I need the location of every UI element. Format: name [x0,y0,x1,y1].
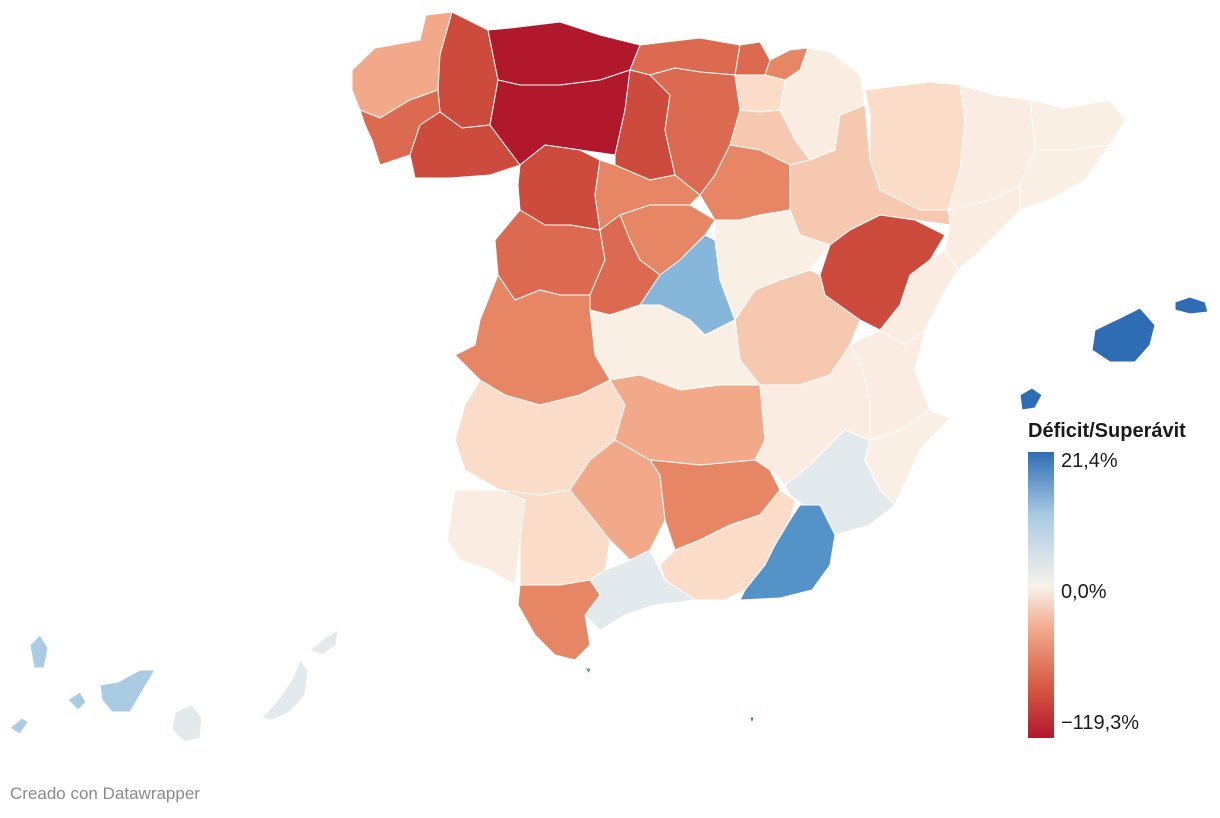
region-melilla[interactable] [749,716,755,725]
region-ibiza[interactable] [1019,387,1043,411]
region-lanzarote[interactable] [309,629,339,656]
region-el-hierro[interactable] [9,717,29,735]
legend-mid-label: 0,0% [1061,581,1107,603]
region-la-gomera[interactable] [67,691,87,711]
region-menorca[interactable] [1174,296,1209,315]
region-tarragona[interactable] [944,184,1021,271]
region-fuerteventura[interactable] [261,659,309,721]
legend-min-label: −119,3% [1061,712,1140,734]
region-huelva[interactable] [446,489,526,586]
region-tenerife[interactable] [99,669,156,713]
region-araba[interactable] [734,74,786,113]
legend-max-label: 21,4% [1061,450,1118,472]
datawrapper-credit: Creado con Datawrapper [10,784,200,803]
region-almeria[interactable] [739,504,836,601]
region-gran-canaria[interactable] [171,704,203,743]
region-barcelona[interactable] [1019,144,1111,211]
legend-color-scale [1028,452,1054,738]
region-la-palma[interactable] [29,634,49,669]
region-lugo[interactable] [437,11,499,129]
region-castellon[interactable] [879,249,959,346]
region-bizkaia[interactable] [734,41,771,76]
region-ceuta[interactable] [584,667,592,675]
region-malaga[interactable] [584,549,696,631]
legend-title: Déficit/Superávit [1028,420,1186,442]
region-cadiz[interactable] [517,579,601,661]
province-regions [9,11,1209,743]
region-mallorca[interactable] [1091,307,1156,363]
region-girona[interactable] [1029,99,1126,151]
